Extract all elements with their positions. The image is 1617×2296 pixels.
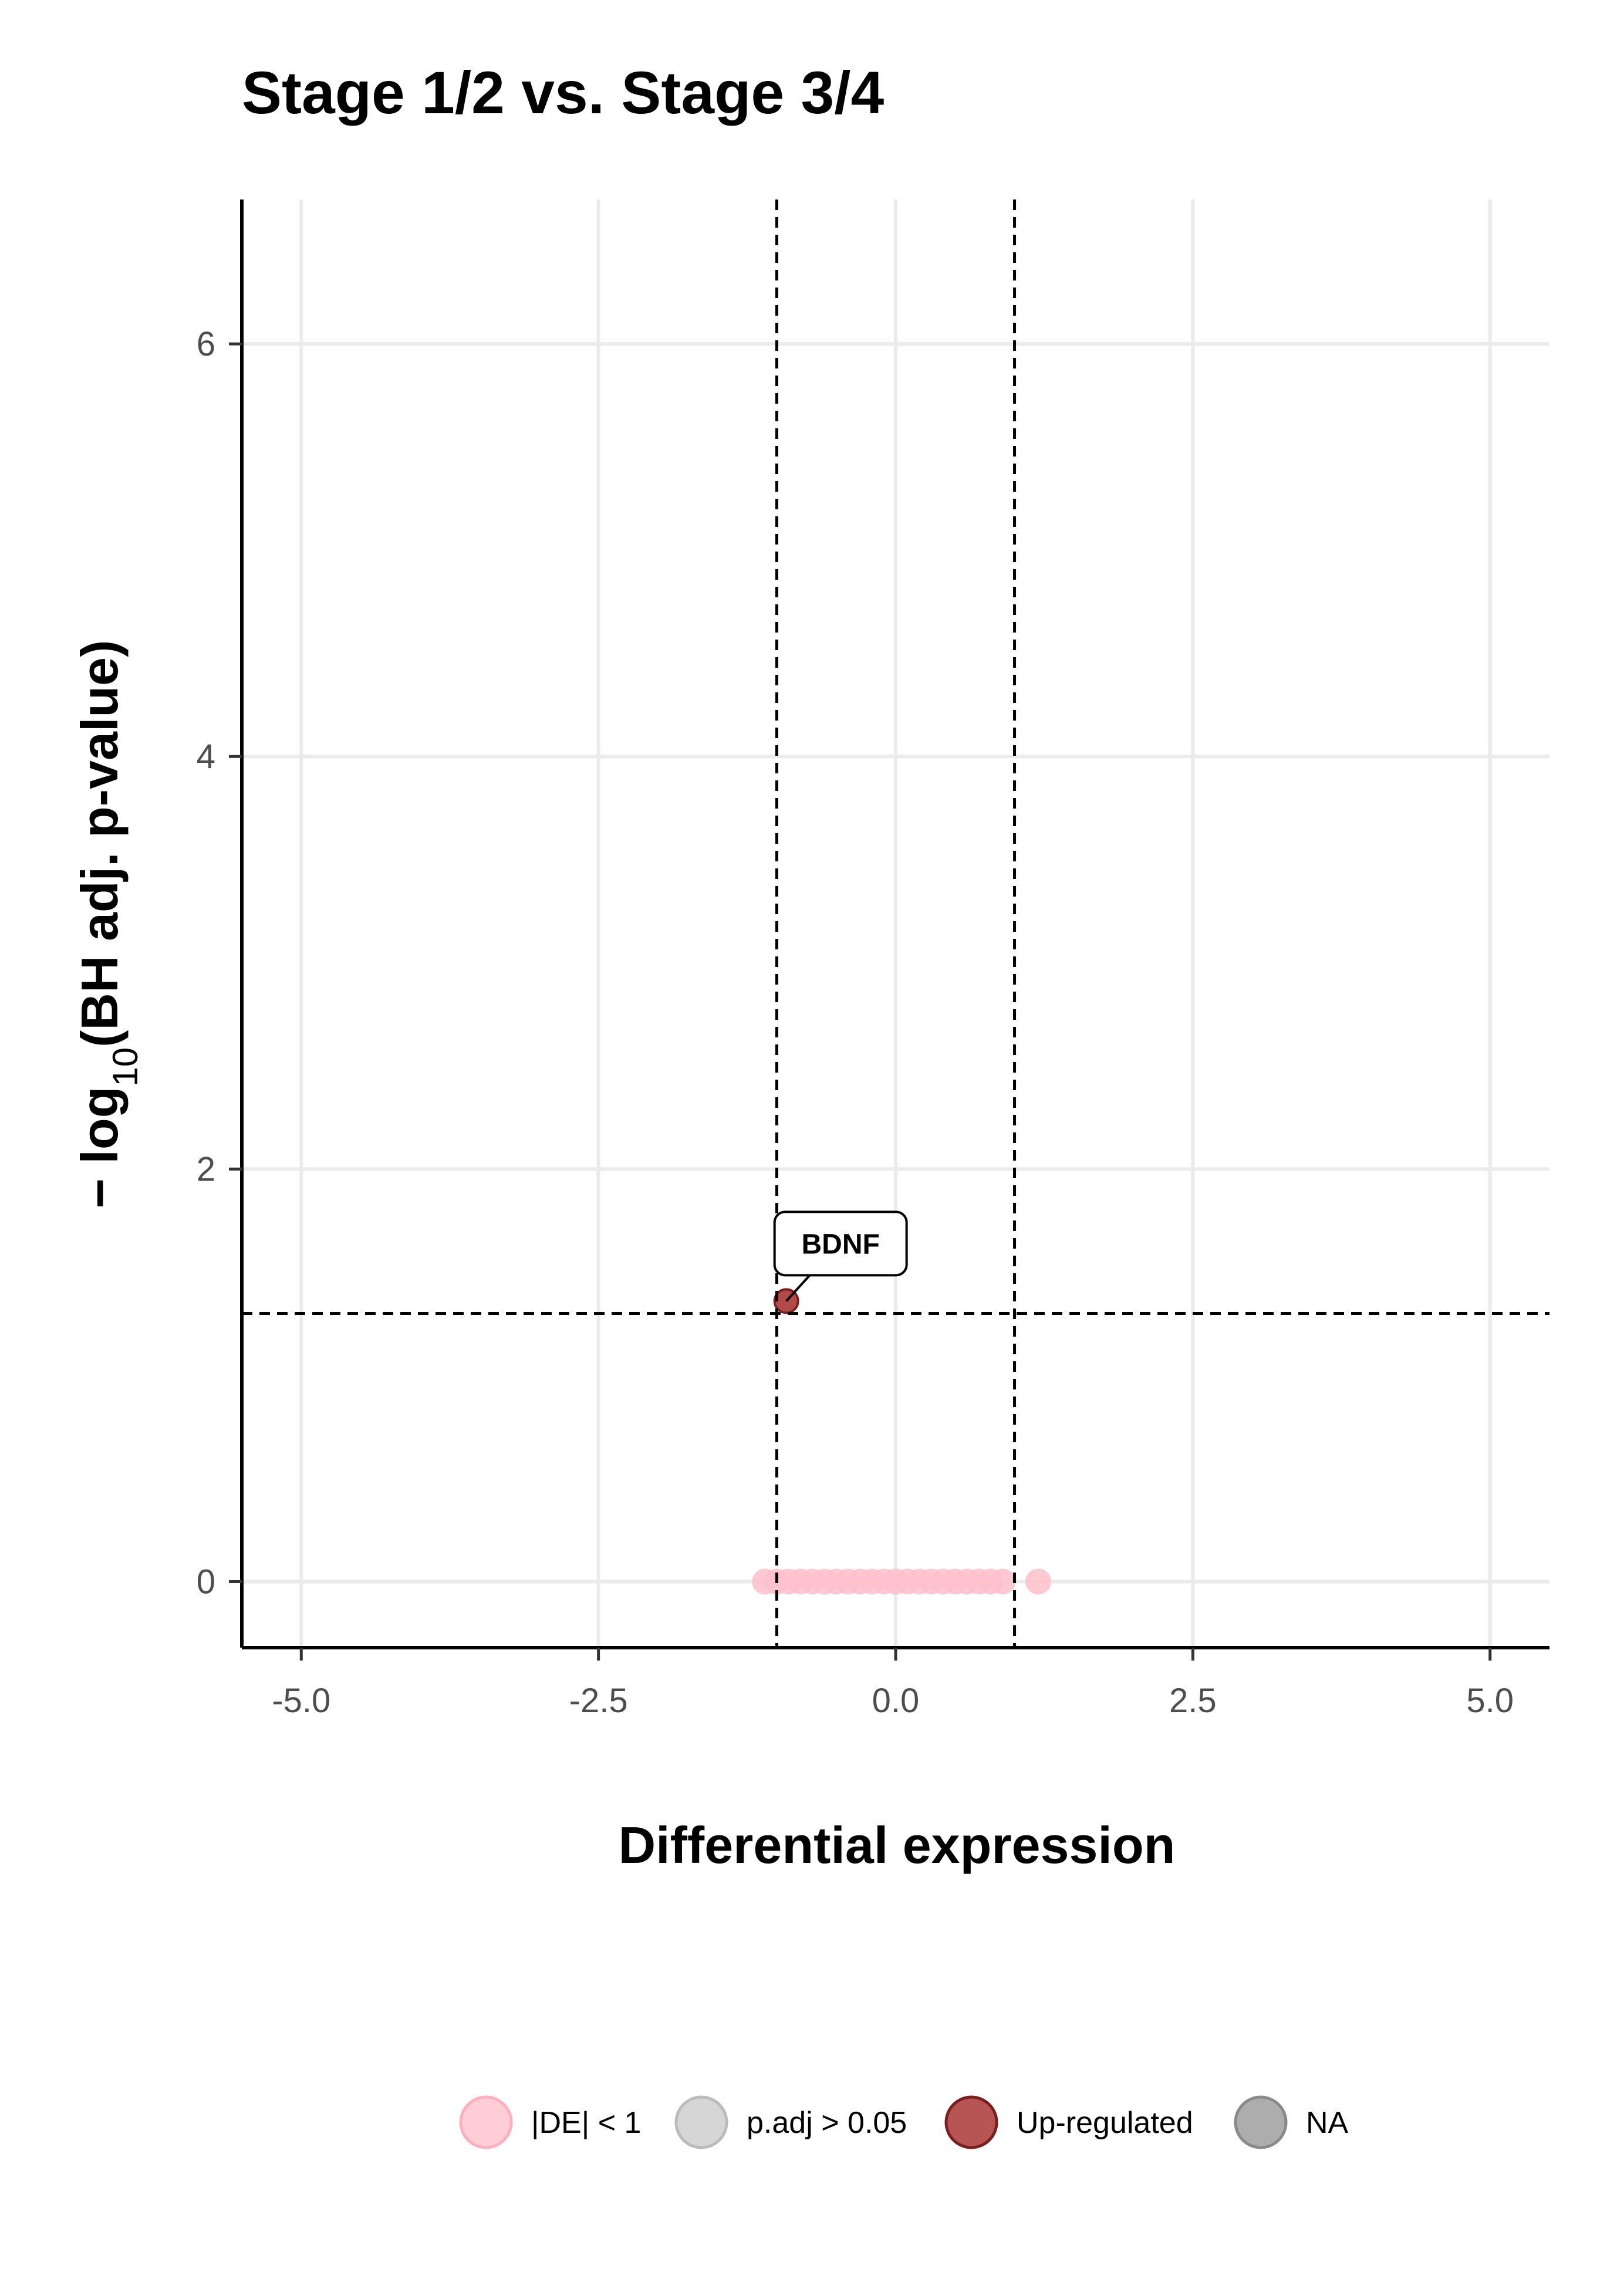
x-tick-label: 5.0 — [1466, 1682, 1514, 1720]
y-tick-label: 4 — [197, 738, 215, 776]
legend-key — [459, 2095, 513, 2149]
y-axis-title-suffix: (BH adj. p-value) — [70, 640, 129, 1047]
y-tick-label: 6 — [197, 325, 215, 363]
x-tick-label: 2.5 — [1169, 1682, 1217, 1720]
data-points — [752, 1288, 1052, 1595]
gene-label-box — [773, 1210, 908, 1277]
threshold-lines — [242, 199, 1550, 1648]
x-tick-label: 0.0 — [872, 1682, 920, 1720]
not-significant-point — [990, 1568, 1016, 1595]
legend-label: Up-regulated — [1017, 2106, 1193, 2140]
legend-label: NA — [1306, 2106, 1349, 2140]
axes — [229, 199, 1550, 1661]
tick-labels: -5.0 -2.5 0.0 2.5 5.0 0 2 4 6 — [197, 325, 1514, 1720]
not-significant-point — [1025, 1568, 1052, 1595]
grid-lines — [242, 199, 1550, 1648]
legend-key — [674, 2095, 728, 2149]
x-axis-title: Differential expression — [619, 1816, 1176, 1874]
legend-key — [944, 2095, 998, 2149]
y-axis-title-subscript: 10 — [106, 1047, 145, 1087]
y-tick-label: 2 — [197, 1150, 215, 1188]
annotations: BDNF — [773, 1210, 908, 1302]
x-tick-label: -2.5 — [569, 1682, 628, 1720]
chart-title: Stage 1/2 vs. Stage 3/4 — [242, 59, 885, 126]
y-tick-label: 0 — [197, 1563, 215, 1601]
gene-label-leader — [785, 1274, 811, 1302]
gene-label: BDNF — [802, 1229, 880, 1260]
legend-label: p.adj > 0.05 — [747, 2106, 907, 2140]
legend-label: |DE| < 1 — [531, 2106, 641, 2140]
y-axis-title: − log10(BH adj. p-value) — [70, 640, 145, 1209]
legend-key — [1234, 2095, 1288, 2149]
x-tick-label: -5.0 — [272, 1682, 330, 1720]
legend: |DE| < 1 p.adj > 0.05 Up-regulated NA — [459, 2095, 1349, 2149]
y-axis-title-prefix: − log — [70, 1087, 129, 1209]
